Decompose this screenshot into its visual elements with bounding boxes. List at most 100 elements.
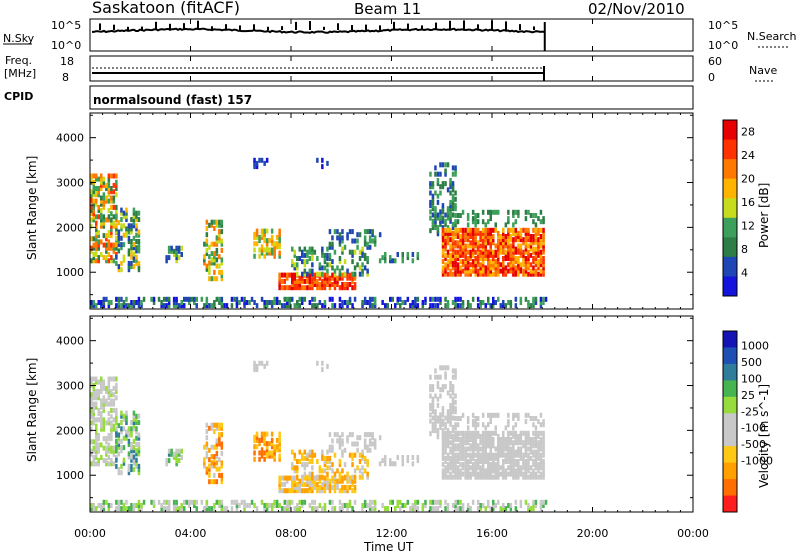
- power-cell: [514, 246, 518, 252]
- power-cell: [107, 252, 111, 257]
- nsearch-label: N.Search: [747, 30, 797, 43]
- velocity-cell: [288, 503, 291, 508]
- velocity-cell: [441, 433, 445, 439]
- velocity-cell: [278, 485, 281, 490]
- power-cell: [218, 232, 221, 238]
- power-cell: [444, 230, 447, 236]
- power-cell: [519, 296, 523, 302]
- power-cell: [92, 242, 95, 248]
- velocity-cell: [542, 452, 545, 458]
- power-cell: [97, 239, 100, 245]
- power-cell: [311, 262, 314, 268]
- power-cell: [487, 256, 490, 261]
- power-cell: [444, 181, 447, 187]
- velocity-cell: [107, 433, 111, 438]
- velocity-cell: [499, 446, 502, 452]
- velocity-cell: [110, 398, 113, 404]
- velocity-cell: [517, 412, 520, 418]
- velocity-cell: [238, 503, 241, 508]
- velocity-cell: [461, 449, 465, 455]
- power-cell: [537, 216, 540, 222]
- power-cell: [318, 300, 322, 305]
- velocity-cell: [278, 481, 281, 487]
- power-cell: [466, 213, 470, 218]
- power-cell: [464, 262, 467, 268]
- power-cell: [115, 213, 118, 219]
- power-cell: [494, 252, 497, 258]
- velocity-colorbar-swatch: [723, 363, 737, 381]
- velocity-cell: [293, 452, 296, 458]
- power-cell: [456, 268, 460, 274]
- power-cell: [512, 259, 515, 265]
- y-tick-label: 1000: [56, 266, 84, 279]
- power-cell: [446, 209, 450, 215]
- velocity-cell: [107, 503, 111, 508]
- power-cell: [203, 303, 206, 309]
- power-cell: [469, 243, 472, 249]
- velocity-cell: [373, 503, 377, 508]
- velocity-cell: [429, 387, 432, 393]
- power-cell: [356, 244, 359, 250]
- velocity-cell: [298, 478, 301, 484]
- power-cell: [371, 303, 374, 309]
- power-cell: [492, 303, 495, 309]
- velocity-cell: [444, 433, 447, 439]
- velocity-cell: [446, 462, 450, 468]
- velocity-cell: [431, 409, 435, 415]
- power-cell: [115, 254, 118, 260]
- velocity-cell: [439, 424, 442, 430]
- velocity-cell: [497, 468, 500, 474]
- velocity-cell: [311, 488, 314, 494]
- velocity-cell: [517, 468, 520, 474]
- power-cell: [431, 203, 435, 209]
- velocity-cell: [301, 474, 304, 480]
- velocity-cell: [122, 435, 126, 441]
- velocity-cell: [512, 443, 515, 449]
- velocity-cell: [481, 433, 485, 439]
- velocity-cell: [278, 437, 281, 443]
- velocity-cell: [331, 468, 334, 474]
- power-cell: [527, 303, 530, 309]
- velocity-cell: [386, 506, 389, 512]
- velocity-cell: [517, 437, 520, 442]
- power-cell: [454, 203, 457, 209]
- velocity-cell: [313, 506, 317, 512]
- velocity-cell: [90, 376, 93, 382]
- velocity-cell: [529, 443, 533, 449]
- power-cell: [130, 239, 133, 244]
- velocity-cell: [504, 474, 508, 480]
- power-cell: [534, 259, 538, 265]
- velocity-cell: [456, 422, 460, 428]
- power-cell: [464, 234, 467, 239]
- power-cell: [115, 296, 118, 302]
- velocity-cell: [522, 462, 525, 468]
- power-cell: [542, 268, 545, 274]
- velocity-cell: [363, 468, 367, 474]
- velocity-cell: [273, 444, 276, 450]
- power-cell: [456, 234, 460, 239]
- power-cell: [499, 237, 502, 243]
- velocity-cell: [421, 503, 425, 508]
- velocity-cell: [358, 435, 362, 441]
- power-cell: [218, 229, 221, 235]
- velocity-cell: [333, 471, 337, 477]
- velocity-cell: [539, 422, 543, 428]
- velocity-cell: [346, 475, 349, 481]
- velocity-cell: [351, 474, 354, 480]
- power-cell: [497, 246, 500, 252]
- velocity-cell: [431, 399, 435, 405]
- velocity-cell: [130, 503, 133, 508]
- power-cell: [363, 265, 367, 271]
- velocity-cell: [291, 462, 294, 468]
- power-cell: [348, 272, 352, 278]
- velocity-cell: [298, 499, 301, 505]
- power-cell: [537, 227, 540, 233]
- velocity-cell: [517, 440, 520, 446]
- velocity-cell: [522, 465, 525, 471]
- power-cell: [328, 256, 332, 261]
- power-cell: [444, 212, 447, 218]
- power-cell: [487, 240, 490, 246]
- velocity-cell: [122, 426, 126, 432]
- power-cell: [444, 237, 447, 243]
- power-cell: [532, 300, 535, 305]
